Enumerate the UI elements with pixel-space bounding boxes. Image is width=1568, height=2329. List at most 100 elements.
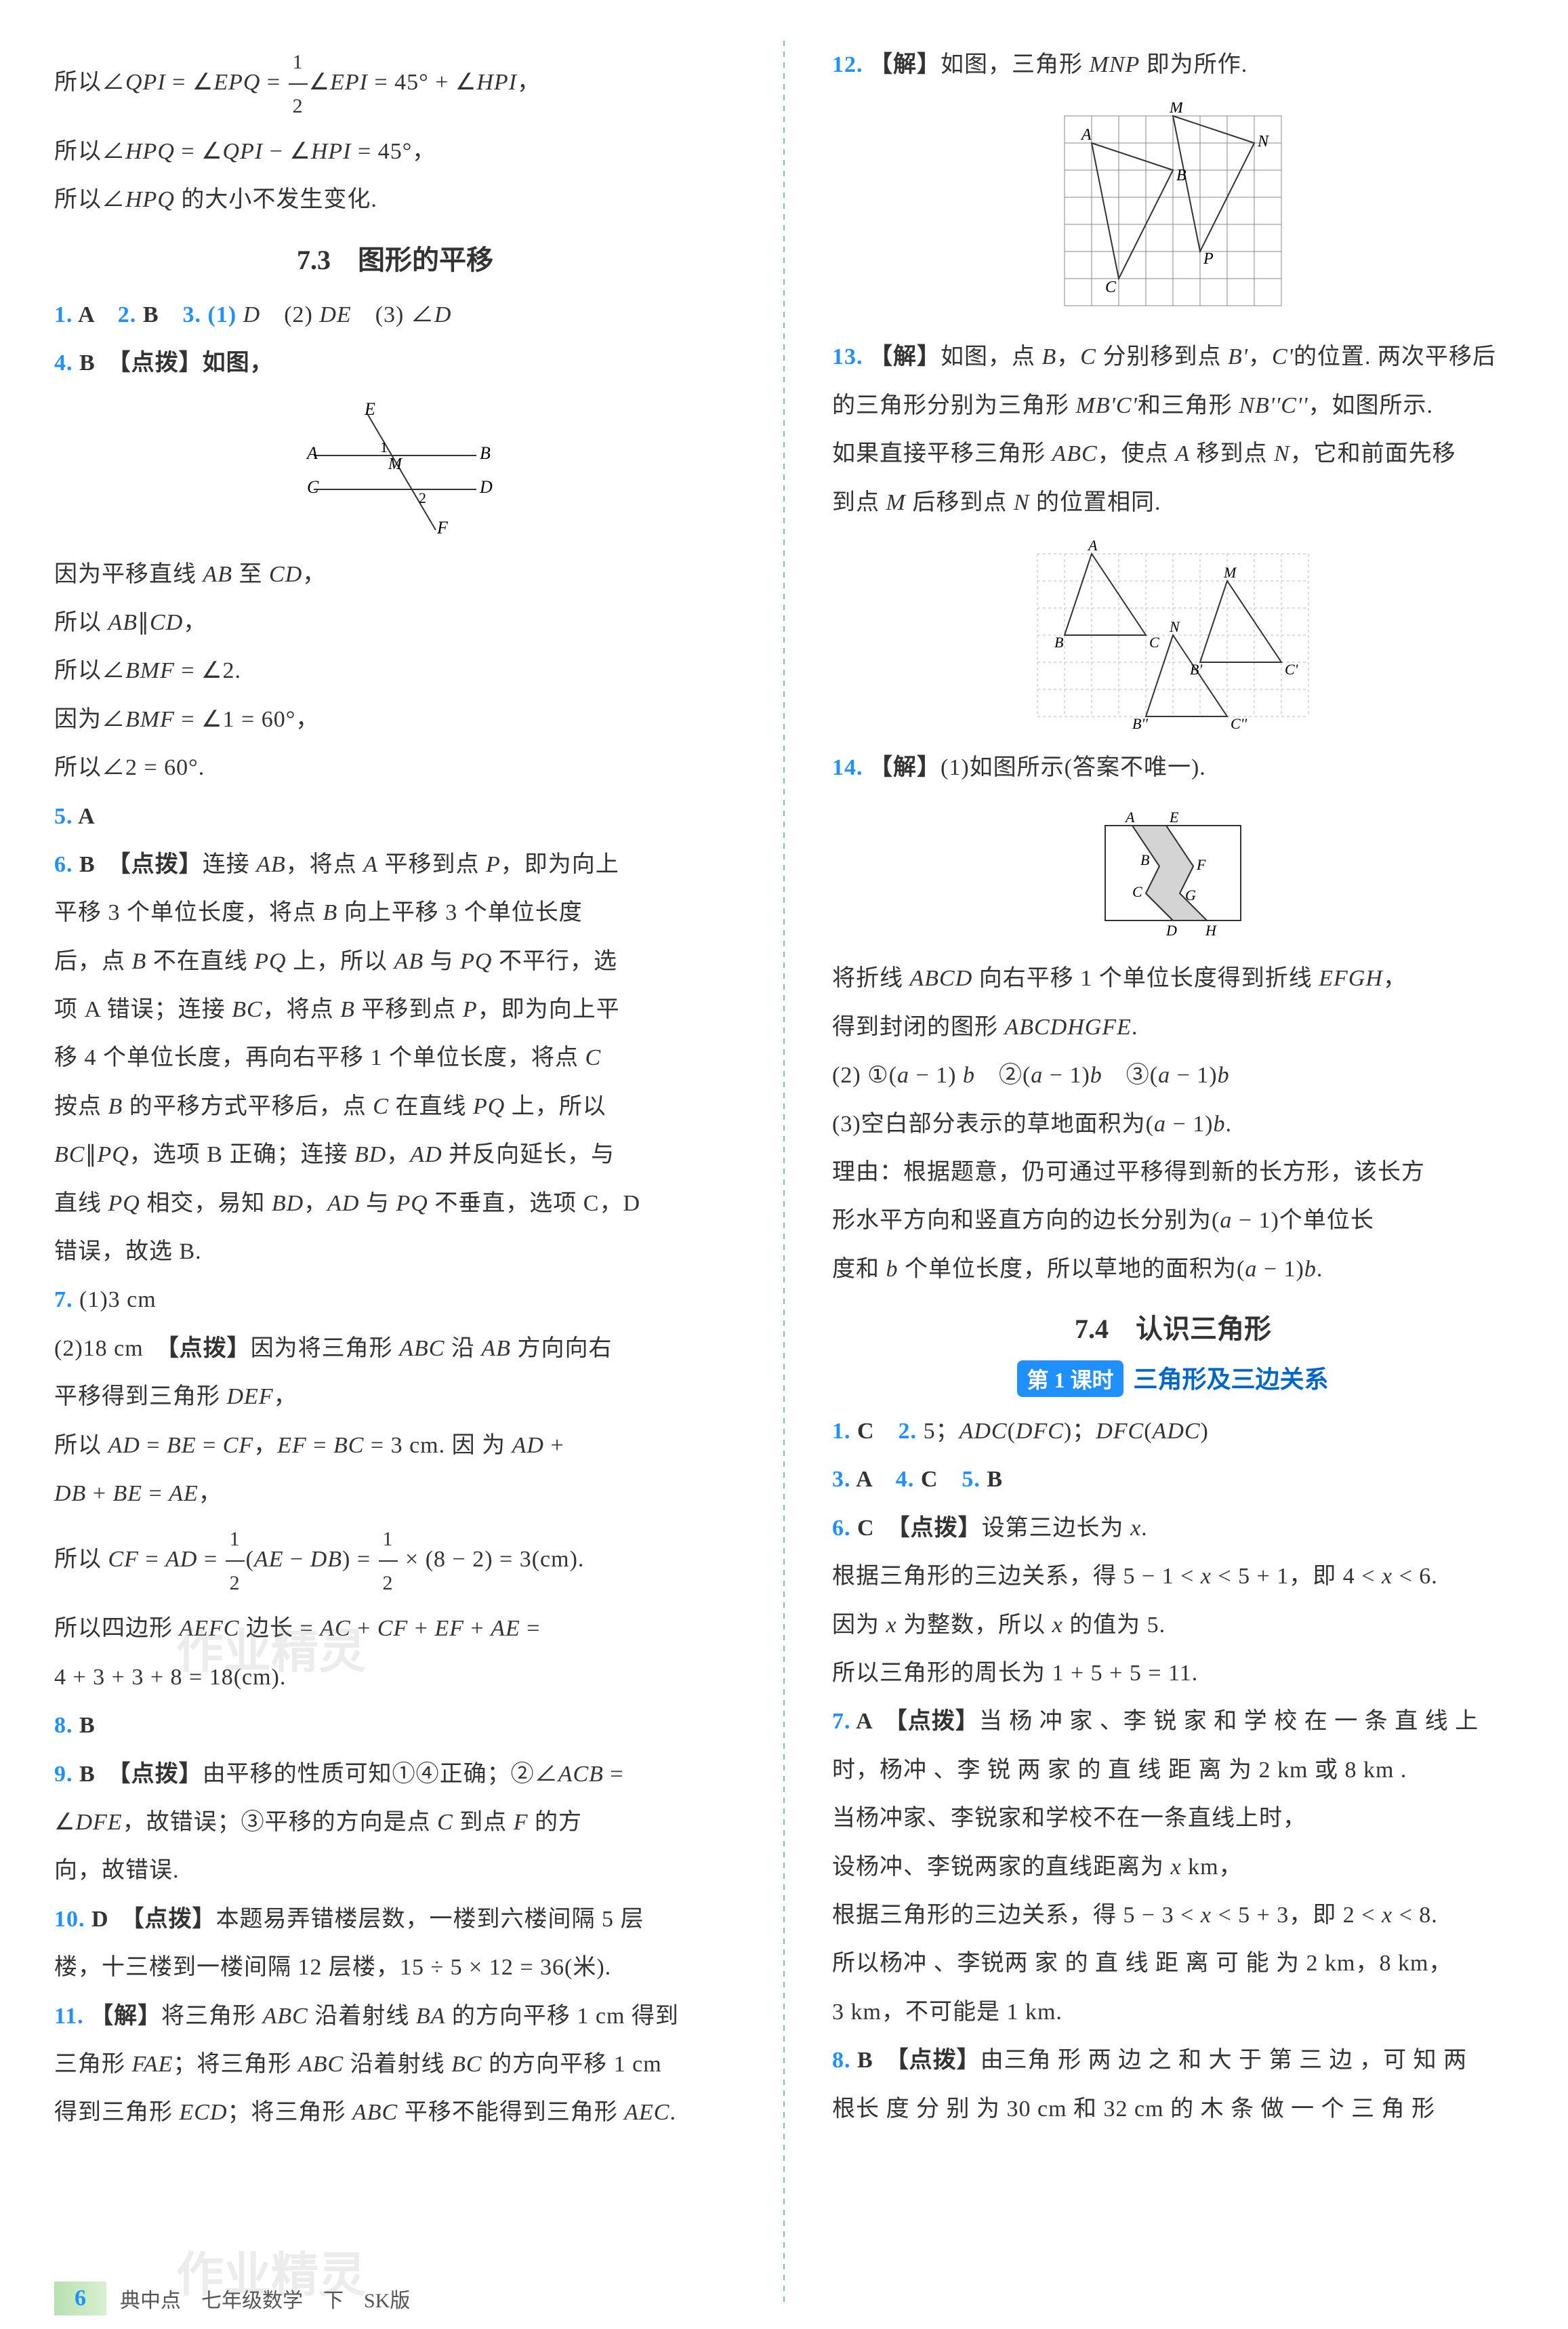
svg-text:C: C — [1105, 279, 1117, 296]
figure-12: A B C M N P — [832, 102, 1514, 319]
line: (3)空白部分表示的草地面积为(a − 1)b. — [832, 1100, 1514, 1148]
line: (2) ①(a − 1) b ②(a − 1)b ③(a − 1)b — [832, 1051, 1514, 1099]
answer-14: 14. 【解】(1)如图所示(答案不唯一). — [832, 744, 1514, 792]
answer-9: 9. B 【点拨】由平移的性质可知①④正确；②∠ACB = — [54, 1750, 736, 1798]
svg-text:N: N — [1257, 133, 1270, 150]
svg-text:2: 2 — [419, 489, 426, 506]
section-74-title: 7.4 认识三角形 — [832, 1307, 1514, 1346]
svg-text:E: E — [1169, 809, 1179, 826]
line: 因为平移直线 AB 至 CD， — [54, 550, 736, 599]
line: 度和 b 个单位长度，所以草地的面积为(a − 1)b. — [832, 1245, 1514, 1293]
svg-text:B': B' — [1190, 661, 1202, 678]
line: 将折线 ABCD 向右平移 1 个单位长度得到折线 EFGH， — [832, 954, 1514, 1003]
svg-text:1: 1 — [380, 439, 388, 455]
line: 所以 AD = BE = CF，EF = BC = 3 cm. 因 为 AD + — [54, 1421, 736, 1470]
line: 时，杨冲 、李 锐 两 家 的 直 线 距 离 为 2 km 或 8 km . — [832, 1746, 1514, 1794]
answer-6: 6. B 【点拨】连接 AB，将点 A 平移到点 P，即为向上 — [54, 841, 736, 889]
svg-text:B: B — [480, 443, 491, 463]
line: 所以∠HPQ = ∠QPI − ∠HPI = 45°， — [54, 127, 736, 176]
left-column: 所以∠QPI = ∠EPQ = 12∠EPI = 45° + ∠HPI， 所以∠… — [54, 41, 736, 2302]
line: DB + BE = AE， — [54, 1470, 736, 1518]
line: 3 km，不可能是 1 km. — [832, 1988, 1514, 2036]
line: 所以∠BMF = ∠2. — [54, 647, 736, 695]
line: 根据三角形的三边关系，得 5 − 3 < x < 5 + 3，即 2 < x <… — [832, 1891, 1514, 1939]
answer-4: 4. B 【点拨】如图， — [54, 339, 736, 387]
svg-text:E: E — [364, 401, 375, 419]
line: 因为 x 为整数，所以 x 的值为 5. — [832, 1601, 1514, 1649]
page-number: 6 — [54, 2282, 106, 2315]
svg-text:B: B — [1054, 634, 1063, 651]
line: 所以杨冲 、李锐两 家 的 直 线 距 离 可 能 为 2 km，8 km， — [832, 1939, 1514, 1987]
figure-14: A E B F C G D H — [832, 805, 1514, 941]
r-answer-8: 8. B 【点拨】由三角 形 两 边 之 和 大 于 第 三 边 ，可 知 两 — [832, 2036, 1514, 2084]
svg-text:M: M — [1169, 102, 1184, 117]
svg-text:A: A — [1087, 540, 1098, 554]
svg-text:P: P — [1203, 250, 1214, 268]
line: ∠DFE，故错误；③平移的方向是点 C 到点 F 的方 — [54, 1798, 736, 1846]
section-73-title: 7.3 图形的平移 — [54, 238, 736, 277]
svg-text:N: N — [1169, 618, 1180, 635]
svg-text:A: A — [1080, 126, 1092, 144]
svg-text:H: H — [1205, 922, 1217, 939]
page-content: 所以∠QPI = ∠EPQ = 12∠EPI = 45° + ∠HPI， 所以∠… — [54, 41, 1514, 2302]
svg-text:B: B — [1140, 851, 1149, 868]
svg-text:M: M — [1223, 564, 1237, 581]
line: 楼，十三楼到一楼间隔 12 层楼，15 ÷ 5 × 12 = 36(米). — [54, 1943, 736, 1991]
line: 错误，故选 B. — [54, 1228, 736, 1276]
figure-4: A B C D E F M 1 2 — [54, 401, 736, 537]
line: 平移 3 个单位长度，将点 B 向上平移 3 个单位长度 — [54, 889, 736, 937]
line: 根长 度 分 别 为 30 cm 和 32 cm 的 木 条 做 一 个 三 角… — [832, 2085, 1514, 2133]
line: 得到封闭的图形 ABCDHGFE. — [832, 1003, 1514, 1051]
page-footer: 6 典中点 七年级数学 下 SK版 — [54, 2282, 410, 2315]
line: 形水平方向和竖直方向的边长分别为(a − 1)个单位长 — [832, 1196, 1514, 1244]
line: 理由：根据题意，仍可通过平移得到新的长方形，该长方 — [832, 1148, 1514, 1196]
line: 所以 CF = AD = 12(AE − DB) = 12 × (8 − 2) … — [54, 1518, 736, 1604]
footer-book-info: 典中点 七年级数学 下 SK版 — [120, 2284, 410, 2313]
right-column: 12. 【解】如图，三角形 MNP 即为所作. A B C M N P 13. … — [832, 41, 1514, 2302]
r-answer-7: 7. A 【点拨】当 杨 冲 家 、李 锐 家 和 学 校 在 一 条 直 线 … — [832, 1697, 1514, 1745]
answer-13: 13. 【解】如图，点 B，C 分别移到点 B'，C'的位置. 两次平移后 — [832, 333, 1514, 381]
line: BC∥PQ，选项 B 正确；连接 BD，AD 并反向延长，与 — [54, 1131, 736, 1179]
svg-text:C'': C'' — [1231, 715, 1247, 730]
line: 所以∠QPI = ∠EPQ = 12∠EPI = 45° + ∠HPI， — [54, 41, 736, 127]
svg-text:D: D — [479, 477, 493, 497]
answer-5: 5. A — [54, 792, 736, 841]
svg-text:G: G — [1185, 887, 1196, 904]
line: (2)18 cm 【点拨】因为将三角形 ABC 沿 AB 方向向右 — [54, 1324, 736, 1373]
line: 所以四边形 AEFC 边长 = AC + CF + EF + AE = — [54, 1604, 736, 1653]
answer-10: 10. D 【点拨】本题易弄错楼层数，一楼到六楼间隔 5 层 — [54, 1895, 736, 1943]
answers-123: 1. A 2. B 3. (1) D (2) DE (3) ∠D — [54, 291, 736, 339]
svg-text:F: F — [436, 518, 449, 537]
svg-text:B: B — [1176, 167, 1187, 184]
line: 按点 B 的平移方式平移后，点 C 在直线 PQ 上，所以 — [54, 1082, 736, 1131]
lesson-badge: 第 1 课时 — [1017, 1360, 1123, 1397]
line: 到点 M 后移到点 N 的位置相同. — [832, 479, 1514, 527]
line: 设杨冲、李锐两家的直线距离为 x km， — [832, 1843, 1514, 1891]
line: 如果直接平移三角形 ABC，使点 A 移到点 N，它和前面先移 — [832, 430, 1514, 478]
line: 平移得到三角形 DEF， — [54, 1373, 736, 1421]
r-answer-6: 6. C 【点拨】设第三边长为 x. — [832, 1504, 1514, 1552]
line: 的三角形分别为三角形 MB'C'和三角形 NB''C''，如图所示. — [832, 382, 1514, 430]
line: 向，故错误. — [54, 1846, 736, 1895]
r-answers-12: 1. C 2. 5；ADC(DFC)；DFC(ADC) — [832, 1407, 1514, 1455]
svg-text:C': C' — [1285, 661, 1298, 678]
line: 所以三角形的周长为 1 + 5 + 5 = 11. — [832, 1649, 1514, 1697]
svg-text:B'': B'' — [1132, 715, 1148, 730]
column-divider — [783, 41, 785, 2302]
lesson-1-title: 第 1 课时三角形及三边关系 — [832, 1360, 1514, 1397]
line: 得到三角形 ECD；将三角形 ABC 平移不能得到三角形 AEC. — [54, 2088, 736, 2136]
line: 直线 PQ 相交，易知 BD，AD 与 PQ 不垂直，选项 C，D — [54, 1179, 736, 1228]
line: 因为∠BMF = ∠1 = 60°， — [54, 695, 736, 744]
line: 项 A 错误；连接 BC，将点 B 平移到点 P，即为向上平 — [54, 986, 736, 1034]
svg-text:C: C — [1149, 634, 1159, 651]
line: 根据三角形的三边关系，得 5 − 1 < x < 5 + 1，即 4 < x <… — [832, 1552, 1514, 1600]
line: 所以∠2 = 60°. — [54, 744, 736, 792]
svg-text:A: A — [1124, 809, 1135, 826]
svg-text:D: D — [1165, 922, 1177, 939]
svg-text:M: M — [388, 455, 403, 473]
line: 所以 AB∥CD， — [54, 599, 736, 647]
svg-text:A: A — [306, 443, 318, 463]
line: 当杨冲家、李锐家和学校不在一条直线上时， — [832, 1794, 1514, 1842]
answer-7: 7. (1)3 cm — [54, 1276, 736, 1324]
answer-8: 8. B — [54, 1701, 736, 1749]
